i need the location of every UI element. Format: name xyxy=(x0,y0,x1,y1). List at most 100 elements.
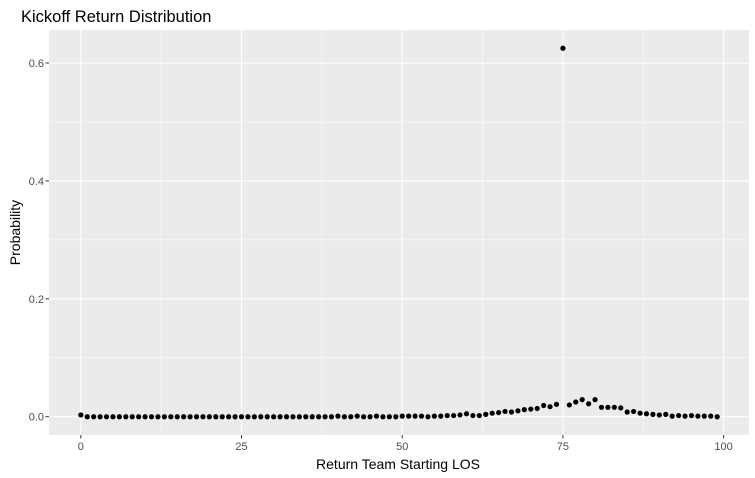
data-point xyxy=(656,412,662,418)
data-point xyxy=(547,404,553,410)
y-tick-label: 0.4 xyxy=(29,176,44,188)
data-point xyxy=(489,410,495,416)
x-tick-label: 75 xyxy=(557,441,569,453)
x-tick-label: 0 xyxy=(78,441,84,453)
data-point xyxy=(213,414,219,420)
data-point xyxy=(91,414,97,420)
data-point xyxy=(322,414,328,420)
data-point xyxy=(412,413,418,419)
data-point xyxy=(78,412,84,418)
x-tick-label: 100 xyxy=(714,441,732,453)
data-point xyxy=(328,414,335,420)
chart-title: Kickoff Return Distribution xyxy=(21,8,211,26)
y-tick-label: 0.0 xyxy=(29,412,44,424)
data-point xyxy=(219,414,225,420)
data-point xyxy=(701,413,707,419)
data-point xyxy=(676,412,682,419)
data-point xyxy=(116,414,122,420)
data-point xyxy=(611,404,617,410)
data-point xyxy=(251,414,257,420)
data-point xyxy=(508,409,515,415)
data-point xyxy=(84,414,90,420)
data-point xyxy=(232,414,238,420)
x-tick-label: 25 xyxy=(235,441,247,453)
data-point xyxy=(605,404,611,410)
data-point xyxy=(643,411,650,417)
data-point xyxy=(174,414,180,420)
axis-ticks xyxy=(45,62,725,439)
data-point xyxy=(161,414,167,420)
data-point xyxy=(97,414,103,420)
data-point xyxy=(271,414,277,420)
data-point xyxy=(354,413,360,419)
data-point xyxy=(136,414,142,420)
data-point xyxy=(296,414,302,420)
data-point xyxy=(637,410,643,416)
data-point xyxy=(682,413,688,419)
data-point xyxy=(598,404,605,410)
x-axis-title: Return Team Starting LOS xyxy=(316,456,480,472)
data-point xyxy=(123,414,129,420)
data-point xyxy=(714,414,720,420)
data-point xyxy=(476,412,482,419)
data-point xyxy=(386,414,392,420)
data-point xyxy=(200,414,206,420)
data-point xyxy=(303,414,309,420)
data-point xyxy=(515,408,521,414)
data-point xyxy=(187,414,193,420)
data-point xyxy=(373,413,380,419)
data-point xyxy=(663,411,669,417)
data-point xyxy=(142,414,148,420)
data-point xyxy=(541,402,547,409)
data-point xyxy=(444,412,450,419)
data-points xyxy=(78,45,720,420)
data-point xyxy=(586,401,592,407)
data-point xyxy=(483,411,489,417)
data-point xyxy=(155,414,161,420)
data-point xyxy=(528,406,534,412)
data-point xyxy=(193,414,200,420)
data-point xyxy=(238,414,245,420)
data-point xyxy=(650,411,656,417)
data-point xyxy=(438,413,444,419)
data-point xyxy=(451,412,457,419)
data-point xyxy=(168,414,174,420)
data-point xyxy=(309,414,315,420)
data-point xyxy=(335,413,341,419)
data-point xyxy=(470,412,476,419)
data-point xyxy=(277,414,283,420)
data-point xyxy=(688,412,695,419)
grid-lines xyxy=(49,30,749,435)
data-point xyxy=(496,409,502,416)
data-point xyxy=(380,414,386,420)
data-point xyxy=(695,413,701,419)
data-point xyxy=(560,45,566,51)
y-axis-title: Probability xyxy=(7,200,23,265)
data-point xyxy=(592,397,598,403)
data-point xyxy=(573,399,579,405)
plot-panel xyxy=(49,30,749,435)
data-point xyxy=(553,401,560,407)
data-point xyxy=(425,414,431,420)
data-point xyxy=(283,414,290,420)
x-tick-label: 50 xyxy=(396,441,408,453)
data-point xyxy=(624,409,630,415)
data-point xyxy=(148,414,155,420)
data-point xyxy=(457,412,463,418)
data-point xyxy=(226,414,232,420)
y-tick-label: 0.2 xyxy=(29,294,44,306)
data-point xyxy=(431,413,437,419)
data-point xyxy=(245,414,251,420)
data-point xyxy=(367,414,373,420)
data-point xyxy=(418,413,425,419)
data-point xyxy=(502,408,508,415)
data-point xyxy=(534,405,540,412)
data-point xyxy=(579,397,585,403)
data-point xyxy=(463,411,470,417)
data-point xyxy=(103,414,110,420)
data-point xyxy=(129,414,135,420)
data-point xyxy=(316,414,322,420)
data-point xyxy=(348,414,354,420)
data-point xyxy=(181,414,187,420)
